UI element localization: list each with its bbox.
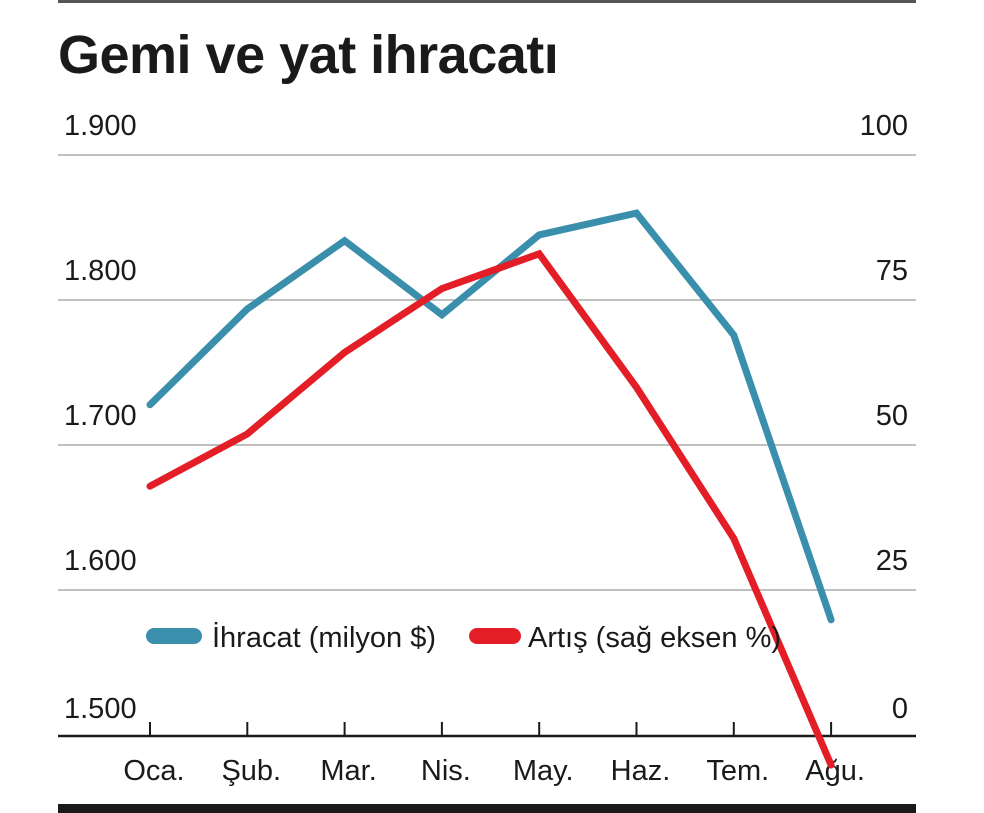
y-right-tick-label: 75: [876, 255, 908, 287]
legend: İhracat (milyon $) Artış (sağ eksen %): [146, 621, 781, 654]
x-tick-label: Oca.: [123, 755, 184, 787]
right-axis-ticks: 100 75 50 25 0: [860, 110, 908, 725]
legend-label: Artış (sağ eksen %): [528, 622, 781, 654]
y-left-tick-label: 1.600: [64, 545, 137, 577]
x-tick-label: Haz.: [611, 755, 671, 787]
x-axis: Oca. Şub. Mar. Nis. May. Haz. Tem. Ağu.: [58, 722, 916, 787]
y-right-tick-label: 100: [860, 110, 908, 142]
top-rule: [58, 0, 916, 3]
series-line-artis: [146, 249, 835, 769]
x-tick-label: Şub.: [221, 755, 281, 787]
y-left-tick-label: 1.900: [64, 110, 137, 142]
series-lines: [146, 209, 835, 769]
y-right-tick-label: 50: [876, 400, 908, 432]
x-tick-label: Ağu.: [805, 755, 865, 787]
bottom-rule: [58, 804, 916, 813]
x-tick-label: May.: [513, 755, 574, 787]
legend-label: İhracat (milyon $): [212, 621, 436, 654]
chart-title: Gemi ve yat ihracatı: [58, 25, 559, 85]
y-right-tick-label: 25: [876, 545, 908, 577]
y-left-tick-label: 1.500: [64, 693, 137, 725]
y-left-tick-label: 1.800: [64, 255, 137, 287]
left-axis-ticks: 1.900 1.800 1.700 1.600 1.500: [64, 110, 137, 725]
y-right-tick-label: 0: [892, 693, 908, 725]
x-tick-label: Nis.: [421, 755, 471, 787]
y-left-tick-label: 1.700: [64, 400, 137, 432]
x-tick-label: Tem.: [706, 755, 769, 787]
x-tick-label: Mar.: [320, 755, 376, 787]
